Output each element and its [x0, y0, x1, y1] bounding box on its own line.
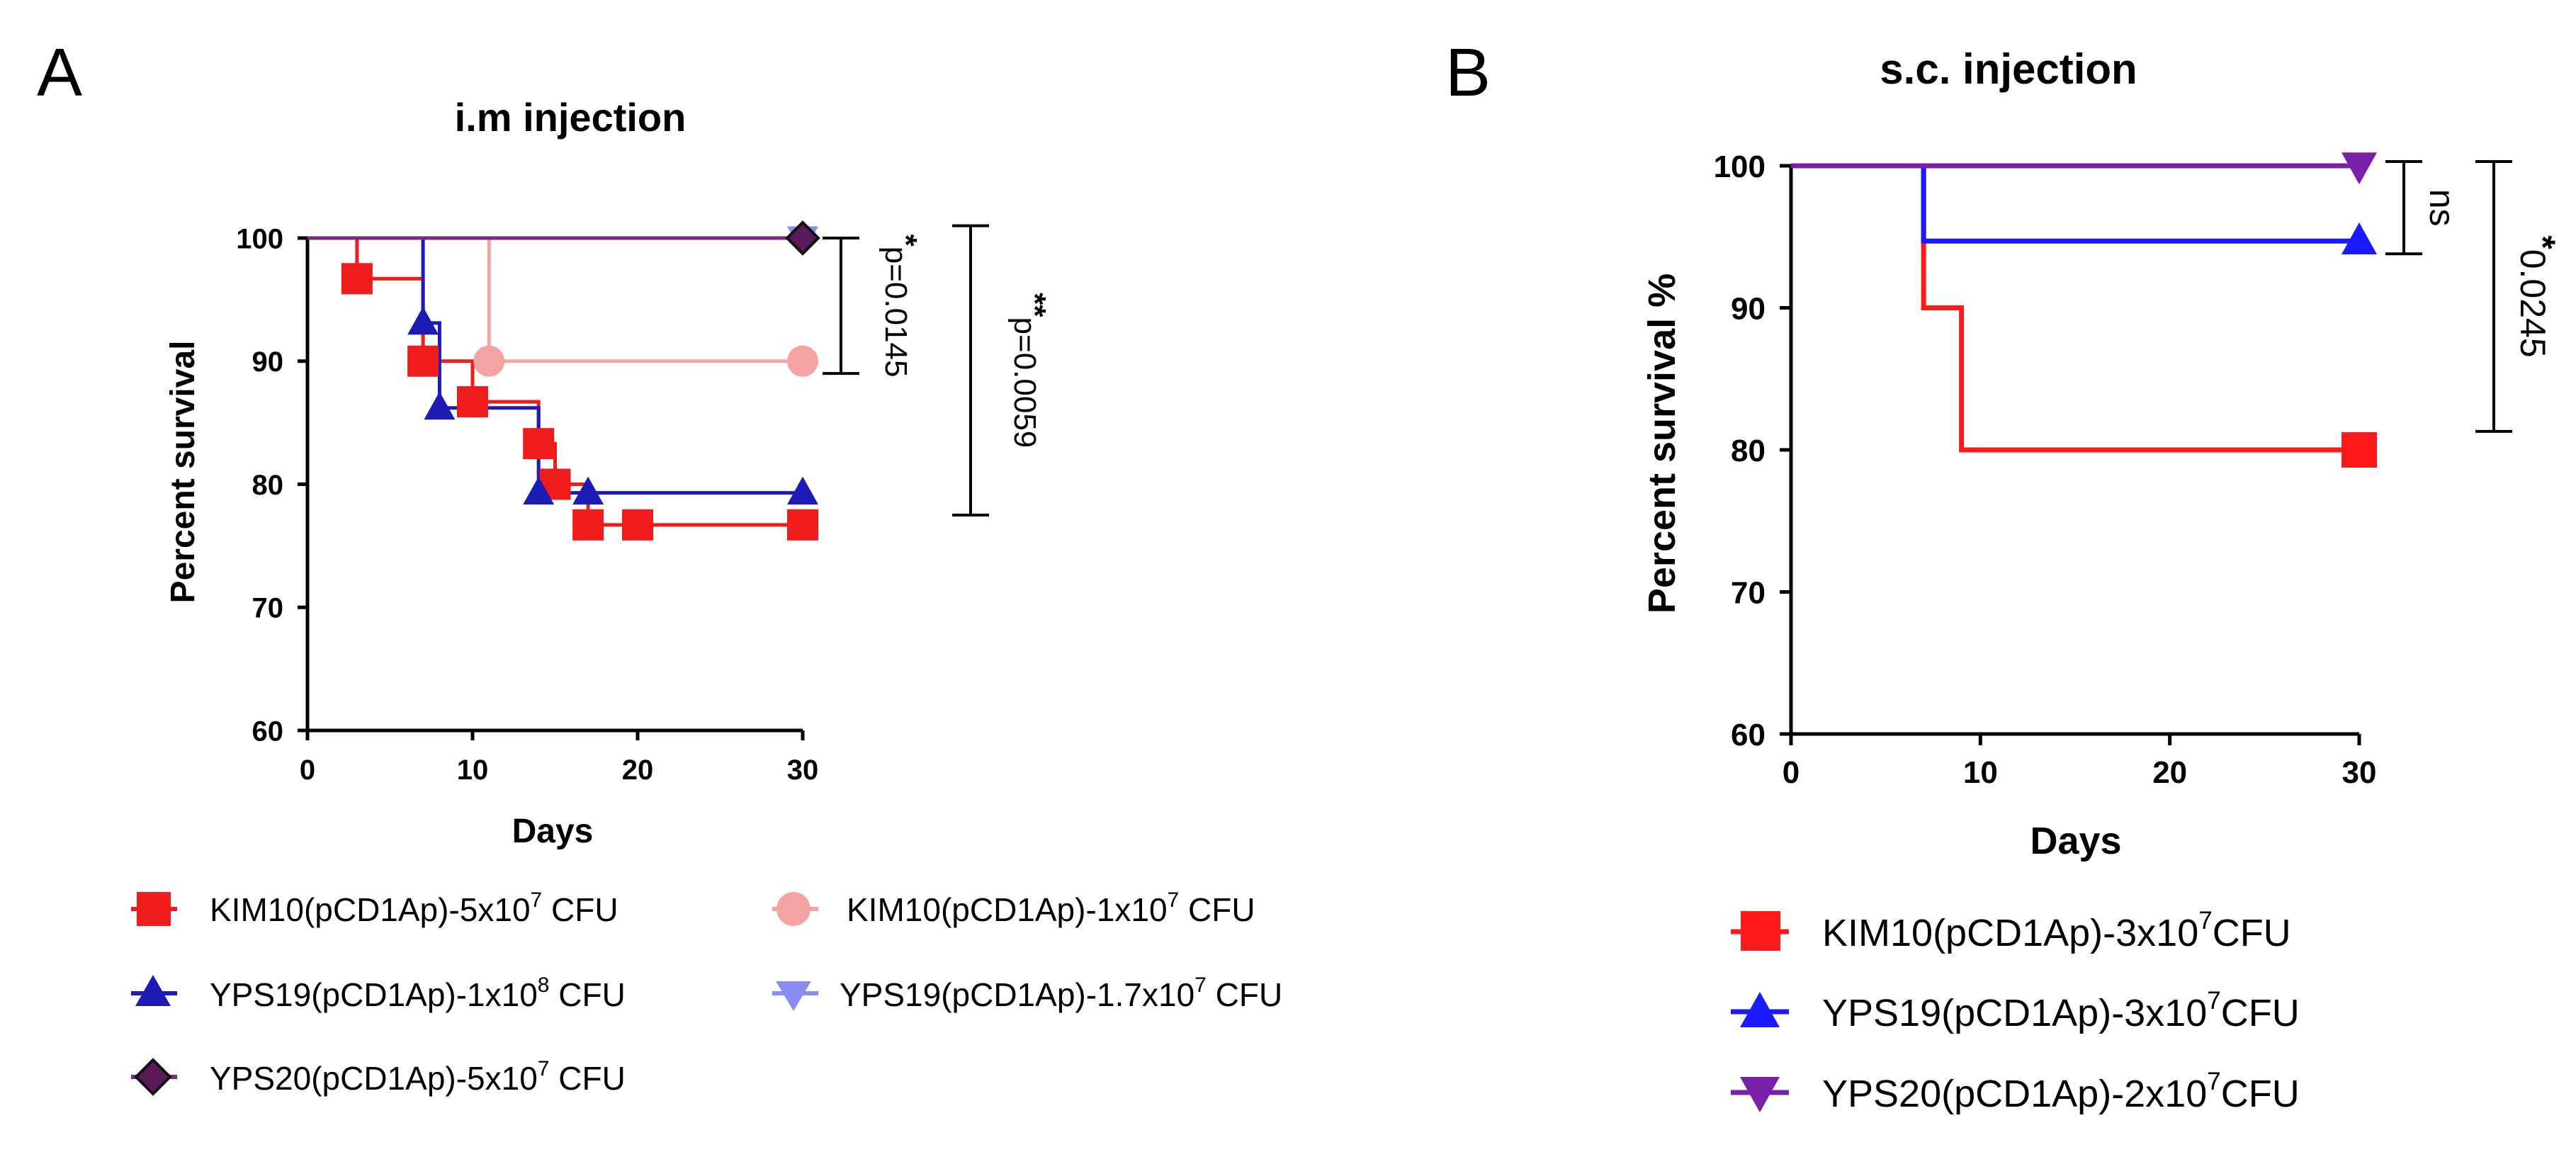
- panel-b-title: s.c. injection: [1880, 45, 2137, 93]
- panel-a-series-0-marker: [572, 509, 604, 541]
- panel-b-y-tick-label: 90: [1731, 291, 1766, 326]
- legend-a-0-square-marker: [137, 892, 171, 926]
- legend-b-0-square-marker: [1741, 911, 1780, 951]
- panel-b: B s.c. injection Percent survival % Days…: [1445, 35, 2563, 1115]
- legend-b-1-triangle-marker: [1740, 992, 1780, 1027]
- panel-b-y-tick-label: 70: [1731, 575, 1766, 610]
- panel-b-x-tick-label: 10: [1963, 755, 1998, 790]
- panel-b-series-1-line: [1791, 163, 2359, 244]
- panel-a-series-2-marker: [572, 476, 604, 505]
- panel-a-title: i.m injection: [455, 95, 687, 140]
- panel-b-y-tick-label: 80: [1731, 434, 1766, 468]
- legend-b-2-triangle-down-marker: [1740, 1077, 1780, 1112]
- panel-a-significance: *p=0.0145 **p=0.0059: [823, 224, 1052, 516]
- panel-a: A i.m injection Percent survival Days 60…: [37, 35, 1282, 1097]
- legend-a-1-label: KIM10(pCD1Ap)-1x107 CFU: [847, 888, 1255, 928]
- panel-a-y-tick-label: 80: [252, 470, 284, 501]
- panel-b-x-tick-label: 30: [2342, 755, 2377, 790]
- panel-a-axes: [298, 236, 805, 740]
- panel-a-x-tick-label: 20: [622, 755, 654, 786]
- legend-a-3-triangle-down-marker: [776, 981, 811, 1011]
- panel-a-series-2-marker: [407, 306, 439, 335]
- panel-a-series-0-marker: [341, 263, 373, 295]
- legend-b-item-0: KIM10(pCD1Ap)-3x107CFU: [1731, 907, 2291, 954]
- legend-a-item-2: YPS19(pCD1Ap)-1x108 CFU: [131, 973, 626, 1013]
- panel-b-series-2-marker: [2341, 152, 2377, 185]
- legend-a-2-label: YPS19(pCD1Ap)-1x108 CFU: [210, 973, 626, 1013]
- legend-b-item-1: YPS19(pCD1Ap)-3x107CFU: [1731, 987, 2300, 1034]
- panel-b-tick-labels: 60 70 80 90 100 0 10 20 30: [1714, 149, 2377, 790]
- panel-a-x-tick-label: 0: [300, 755, 315, 786]
- panel-a-letter: A: [37, 35, 82, 111]
- panel-a-significance-label-0: *p=0.0145: [879, 235, 923, 378]
- panel-a-y-tick-label: 90: [252, 346, 284, 378]
- legend-b-0-label: KIM10(pCD1Ap)-3x107CFU: [1822, 907, 2291, 954]
- panel-a-series-0-marker: [457, 386, 488, 418]
- legend-a-4-label: YPS20(pCD1Ap)-5x107 CFU: [210, 1057, 626, 1097]
- panel-a-x-axis-label: Days: [512, 813, 594, 850]
- panel-a-series-2-marker: [424, 391, 456, 420]
- panel-a-y-tick-label: 100: [236, 223, 283, 254]
- legend-b-2-label: YPS20(pCD1Ap)-2x107CFU: [1822, 1068, 2300, 1115]
- panel-b-significance-label-1: *0.0245: [2513, 235, 2563, 357]
- panel-b-series-0-marker: [2341, 432, 2377, 468]
- panel-b-y-tick-label: 100: [1714, 149, 1766, 184]
- panel-b-series: [1791, 152, 2377, 468]
- panel-a-series-0-marker: [622, 509, 653, 541]
- panel-b-series-1-marker: [2341, 222, 2377, 255]
- panel-a-y-tick-label: 70: [252, 593, 284, 624]
- legend-a-2-triangle-marker: [135, 975, 171, 1006]
- panel-a-series-1-marker: [473, 345, 505, 377]
- panel-b-axes: [1780, 164, 2361, 745]
- panel-a-series-4-marker: [785, 220, 820, 256]
- panel-b-significance-label-0: ns: [2422, 189, 2462, 227]
- legend-a-item-4: YPS20(pCD1Ap)-5x107 CFU: [131, 1057, 626, 1097]
- panel-b-significance: ns *0.0245: [2385, 159, 2563, 433]
- legend-a-1-circle-marker: [776, 892, 810, 926]
- panel-a-series-0-marker: [787, 509, 818, 541]
- legend-a-item-0: KIM10(pCD1Ap)-5x107 CFU: [131, 888, 618, 928]
- legend-b-1-label: YPS19(pCD1Ap)-3x107CFU: [1822, 987, 2300, 1034]
- panel-a-series-2-marker: [523, 476, 555, 505]
- panel-b-legend: KIM10(pCD1Ap)-3x107CFU YPS19(pCD1Ap)-3x1…: [1731, 907, 2300, 1115]
- panel-a-series-2-marker: [787, 476, 818, 505]
- legend-a-item-1: KIM10(pCD1Ap)-1x107 CFU: [772, 888, 1255, 928]
- panel-a-legend: KIM10(pCD1Ap)-5x107 CFU KIM10(pCD1Ap)-1x…: [131, 888, 1282, 1097]
- panel-b-series-0-line: [1791, 163, 2359, 453]
- panel-a-series: [307, 220, 820, 541]
- panel-a-significance-label-1: **p=0.0059: [1007, 293, 1052, 448]
- panel-b-y-tick-label: 60: [1731, 718, 1766, 752]
- panel-a-series-1-line: [307, 236, 803, 363]
- panel-b-x-tick-label: 0: [1783, 755, 1800, 790]
- legend-b-item-2: YPS20(pCD1Ap)-2x107CFU: [1731, 1068, 2300, 1115]
- panel-a-y-axis-label: Percent survival: [164, 341, 202, 604]
- legend-a-4-diamond-marker: [134, 1058, 172, 1096]
- panel-b-letter: B: [1445, 35, 1491, 111]
- panel-a-series-0-marker: [523, 428, 555, 460]
- panel-a-tick-labels: 60 70 80 90 100 0 10 20 30: [236, 223, 818, 786]
- panel-a-x-tick-label: 30: [787, 755, 819, 786]
- legend-a-0-label: KIM10(pCD1Ap)-5x107 CFU: [210, 888, 618, 928]
- panel-b-x-tick-label: 20: [2152, 755, 2187, 790]
- panel-a-y-tick-label: 60: [252, 716, 284, 747]
- panel-b-x-axis-label: Days: [2030, 820, 2121, 862]
- panel-a-series-1-marker: [787, 345, 818, 377]
- legend-a-3-label: YPS19(pCD1Ap)-1.7x107 CFU: [840, 973, 1282, 1013]
- panel-b-y-axis-label: Percent survival %: [1641, 273, 1683, 614]
- panel-a-x-tick-label: 10: [457, 755, 489, 786]
- panel-a-series-0-marker: [407, 345, 439, 377]
- legend-a-item-3: YPS19(pCD1Ap)-1.7x107 CFU: [772, 973, 1282, 1013]
